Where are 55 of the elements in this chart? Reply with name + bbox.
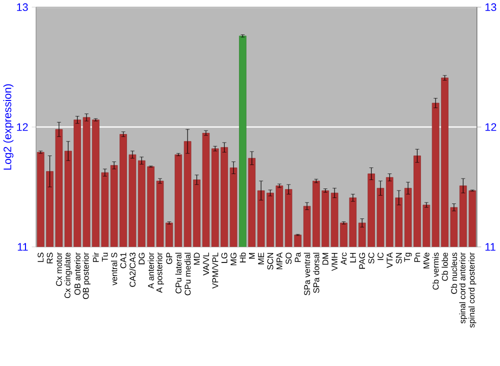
y-axis-title: Log2 (expression) [3,84,14,170]
x-tick-label: VA/VL [202,252,210,276]
x-tick-label: Cb vermis [432,252,439,290]
x-tick-label: Pir [92,252,99,262]
x-tick-label: Cb nucleus [450,252,458,294]
x-tick-label: LS [38,252,44,262]
x-tick-label: SCN [267,253,274,270]
x-tick-label: RS [46,252,53,264]
x-tick-label: A anterior [148,252,154,289]
x-tick-label: spinal cord anterior [459,252,468,324]
x-tick-label: MG [230,253,236,266]
x-tick-label: Pa [294,252,301,262]
x-tick-label: ME [258,252,264,264]
x-tick-label: Pn [414,253,420,262]
y2-tick-label: 12 [485,123,496,132]
x-tick-label: Arc [340,252,347,266]
x-tick-label: Tu [102,253,108,262]
x-tick-label: Cx cingulate [64,252,72,298]
x-tick-label: A posterior [156,252,164,294]
x-tick-label: DM [322,253,328,265]
y-tick-label: 11 [18,243,28,251]
x-tick-label: CA1 [120,252,126,268]
x-tick-label: DG [138,253,145,264]
y2-tick-label: 11 [485,243,496,251]
x-tick-label: Hb [240,252,246,263]
x-tick-label: M [249,253,255,259]
y-tick-label: 12 [17,123,28,132]
x-tick-label: SPa ventral [304,253,310,296]
x-tick-label: OB posterior [82,252,90,300]
x-tick-label: Cb lobe [442,252,448,281]
y2-tick-label: 13 [485,4,496,12]
x-tick-label: Tg [404,253,412,262]
x-tick-label: VPM/VPL [212,252,218,289]
x-tick-label: Cx motor [56,252,62,286]
x-tick-label: VMH [332,253,338,272]
x-tick-label: SO [286,252,292,264]
x-tick-label: IC [378,252,384,260]
x-tick-label: GP [166,252,172,264]
x-tick-label: SN [396,253,402,264]
x-tick-label: SC [368,252,374,264]
x-tick-label: VTA [386,252,393,268]
x-tick-label: CPu medial [184,253,191,296]
x-tick-label: spinal cord posterior [468,252,476,328]
x-tick-label: PAG [359,253,366,269]
x-tick-label: LG [221,253,228,264]
x-tick-label: MVe [423,252,430,269]
x-tick-label: ventral S [111,252,118,286]
x-tick-label: OB anterior [74,252,80,296]
x-tick-label: CA2/CA3 [129,252,136,288]
x-tick-label: LH [350,253,356,263]
x-tick-label: CPu lateral [175,253,182,294]
x-tick-label: MPA [276,252,282,270]
y-tick-label: 13 [17,4,28,12]
x-tick-label: MD [194,252,200,265]
x-tick-label: SPa dorsal [313,253,320,294]
